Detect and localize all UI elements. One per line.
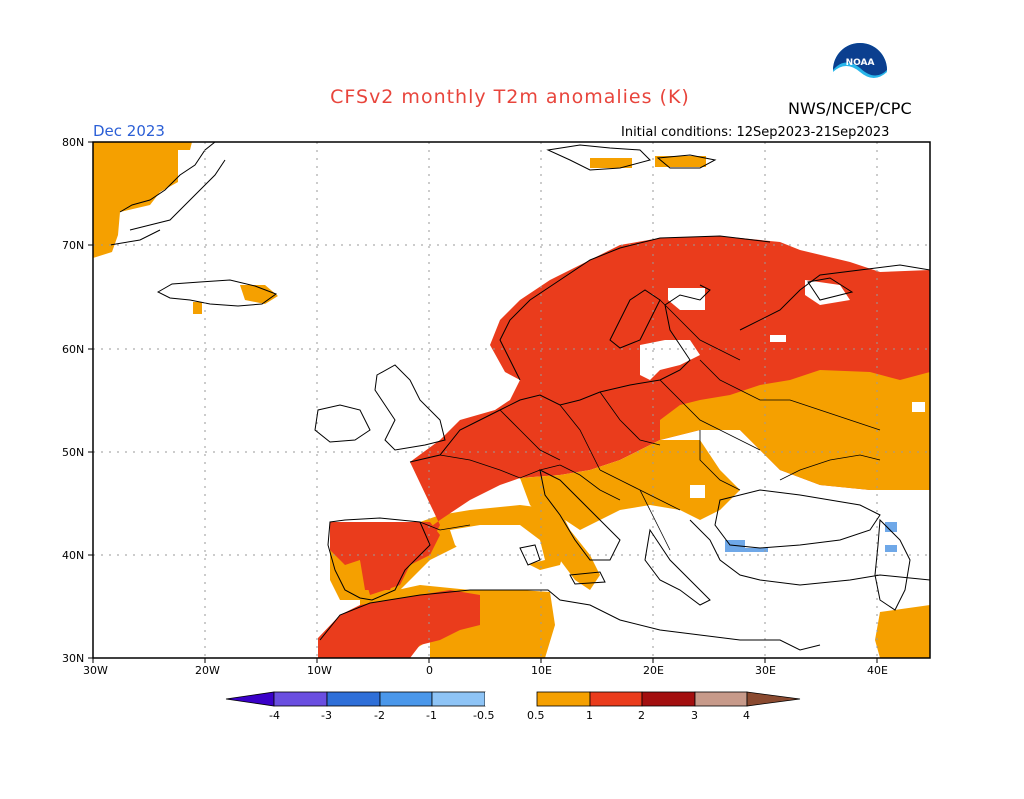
colorbar-bin-m4-m3 [273, 691, 328, 707]
forecast-month: Dec 2023 [93, 122, 165, 140]
europe-strong-warm-anomaly [330, 236, 930, 590]
morocco-strong-warm-anomaly [318, 590, 480, 658]
agency-label: NWS/NCEP/CPC [788, 99, 912, 118]
greenland-warm-anomaly [93, 142, 192, 258]
logo-text: NOAA [846, 58, 875, 68]
lon-label-30e: 30E [755, 664, 776, 677]
iberia-strong-warm-anomaly [345, 522, 440, 595]
lon-label-20e: 20E [643, 664, 664, 677]
colorbar-bin-2-3 [641, 691, 696, 707]
colorbar-min-arrow [225, 691, 275, 707]
black-sea-cool-anomaly [725, 522, 897, 552]
baltic-white-patch [640, 288, 705, 380]
lat-label-80n: 80N [62, 136, 85, 149]
colorbar-bin-m1-m05 [431, 691, 486, 707]
colorbar-tick-05: 0.5 [527, 709, 545, 722]
graticule [93, 142, 930, 658]
lat-label-70n: 70N [62, 239, 85, 252]
colorbar-bin-neutral [485, 692, 537, 706]
lat-label-40n: 40N [62, 549, 85, 562]
colorbar-tick-3: 3 [691, 709, 698, 722]
anomaly-fields [93, 142, 930, 658]
lat-label-60n: 60N [62, 343, 85, 356]
initial-conditions: Initial conditions: 12Sep2023-21Sep2023 [621, 125, 890, 140]
noaa-logo: NOAA [833, 43, 887, 98]
colorbar-bin-3-4 [694, 691, 748, 707]
lon-label-30w: 30W [83, 664, 108, 677]
colorbar-tick-m2: -2 [374, 709, 385, 722]
colorbar-tick-2: 2 [638, 709, 645, 722]
colorbar [225, 691, 801, 707]
colorbar-tick-m1: -1 [426, 709, 437, 722]
axis-ticks [88, 141, 878, 663]
iceland-coast [156, 279, 278, 307]
map-frame [92, 141, 931, 659]
colorbar-bin-1-2 [589, 691, 643, 707]
lon-label-0: 0 [426, 664, 433, 677]
colorbar-tick-4: 4 [743, 709, 750, 722]
coastlines [314, 235, 930, 651]
eastern-europe-warm-anomaly [660, 370, 930, 490]
lon-label-20w: 20W [195, 664, 220, 677]
map-title: CFSv2 monthly T2m anomalies (K) [330, 86, 690, 108]
country-borders [419, 299, 881, 551]
iceland-warm-anomaly [193, 285, 278, 314]
middle-east-warm-anomaly [875, 605, 930, 658]
lon-label-10e: 10E [531, 664, 552, 677]
colorbar-bin-m3-m2 [326, 691, 381, 707]
greenland-coast [109, 142, 226, 246]
lon-label-40e: 40E [867, 664, 888, 677]
lon-label-10w: 10W [307, 664, 332, 677]
lat-label-30n: 30N [62, 652, 85, 665]
lat-label-50n: 50N [62, 446, 85, 459]
colorbar-bin-05-1 [536, 691, 591, 707]
colorbar-tick-m4: -4 [269, 709, 280, 722]
svalbard-warm-anomaly [590, 156, 706, 168]
colorbar-tick-1: 1 [586, 709, 593, 722]
colorbar-tick-m3: -3 [321, 709, 332, 722]
colorbar-tick-m05: -0.5 [473, 709, 495, 722]
svalbard-coast [546, 144, 717, 171]
colorbar-max-arrow [746, 691, 801, 707]
mediterranean-white-patch [450, 525, 545, 565]
colorbar-bin-m2-m1 [379, 691, 433, 707]
